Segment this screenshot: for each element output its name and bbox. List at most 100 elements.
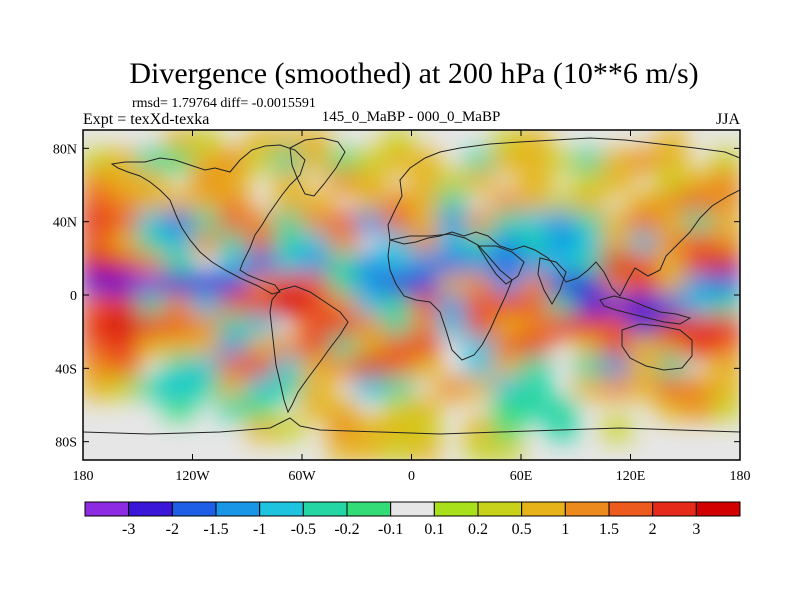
field-cell (465, 355, 495, 379)
field-cell (656, 355, 687, 379)
field-cell (383, 190, 413, 214)
field-cell (711, 397, 740, 420)
field-cell (520, 211, 550, 235)
field-cell (136, 273, 167, 297)
x-tick-label: 180 (730, 469, 751, 484)
field-cell (602, 211, 632, 235)
field-cell (547, 232, 577, 255)
field-cell (629, 273, 659, 297)
field-cell (218, 397, 249, 420)
colorbar-swatch (695, 501, 741, 517)
y-tick-label: 80N (53, 142, 77, 157)
field-cell (191, 149, 221, 173)
field-cell (191, 314, 221, 338)
field-cell (492, 211, 523, 235)
field-cell (437, 273, 468, 297)
field-cell (328, 211, 358, 235)
field-cell (246, 232, 276, 255)
field-cell (246, 252, 276, 276)
field-cell (711, 355, 740, 379)
field-cell (711, 273, 740, 297)
field-cell (410, 232, 440, 255)
field-cell (246, 130, 276, 152)
field-cell (83, 314, 112, 338)
field-cell (465, 438, 495, 460)
field-cell (574, 355, 605, 379)
field-cell (602, 355, 632, 379)
arabia-outline (477, 245, 525, 285)
field-cell (246, 273, 276, 297)
chart-title: Divergence (smoothed) at 200 hPa (10**6 … (129, 57, 698, 90)
x-tick-label: 60W (288, 469, 316, 484)
colorbar-label: -1.5 (203, 521, 228, 538)
field-cell (711, 376, 740, 400)
field-cell (383, 397, 413, 420)
field-cell (684, 232, 714, 255)
field-cell (164, 335, 194, 358)
field-cell (273, 130, 304, 152)
x-tick-label: 120E (616, 469, 646, 484)
field-cell (437, 211, 468, 235)
field-cell (246, 376, 276, 400)
field-cell (465, 376, 495, 400)
india-outline (537, 257, 567, 306)
field-cell (136, 335, 167, 358)
field-cell (410, 211, 440, 235)
field-cell (246, 355, 276, 379)
field-cell (109, 355, 139, 379)
field-cell (574, 252, 605, 276)
field-cell (574, 376, 605, 400)
field-cell (629, 294, 659, 317)
field-cell (273, 232, 304, 255)
field-cell (218, 149, 249, 173)
field-cell (109, 294, 139, 317)
x-tick-label: 0 (408, 469, 415, 484)
antarctica-outline (83, 417, 740, 435)
field-cell (355, 438, 386, 460)
colorbar-label: 0.2 (468, 521, 488, 538)
field-cell (355, 252, 386, 276)
field-cell (301, 130, 331, 152)
field-cell (629, 252, 659, 276)
field-cell (684, 314, 714, 338)
field-cell (410, 355, 440, 379)
field-cell (465, 149, 495, 173)
field-cell (273, 190, 304, 214)
field-cell (218, 294, 249, 317)
field-cell (574, 273, 605, 297)
field-cell (383, 252, 413, 276)
field-cell (164, 273, 194, 297)
field-cell (273, 294, 304, 317)
y-tick-label: 40N (53, 216, 77, 231)
field-cell (520, 355, 550, 379)
field-cell (656, 190, 687, 214)
axis-labels: 180 120W 60W 0 60E 120E 180 80N 40N 0 40S 80S (53, 142, 751, 484)
field-cell (492, 397, 523, 420)
field-cell (684, 190, 714, 214)
field-cell (656, 252, 687, 276)
field-cell (218, 376, 249, 400)
field-cell (629, 335, 659, 358)
field-cell (602, 335, 632, 358)
field-cell (383, 294, 413, 317)
field-cell (164, 130, 194, 152)
field-cell (328, 149, 358, 173)
field-cell (109, 314, 139, 338)
colorbar-swatch (259, 501, 304, 517)
field-cell (547, 149, 577, 173)
field-cell (547, 314, 577, 338)
field-cell (328, 294, 358, 317)
field-cell (629, 376, 659, 400)
field-cell (602, 252, 632, 276)
field-cell (684, 211, 714, 235)
field-cell (328, 397, 358, 420)
field-cell (629, 149, 659, 173)
center-label: 145_0_MaBP - 000_0_MaBP (322, 109, 501, 125)
field-cell (164, 232, 194, 255)
field-cell (83, 273, 112, 297)
field-cell (492, 273, 523, 297)
field-cell (355, 355, 386, 379)
field-cell (656, 376, 687, 400)
field-cell (164, 397, 194, 420)
field-cell (629, 190, 659, 214)
